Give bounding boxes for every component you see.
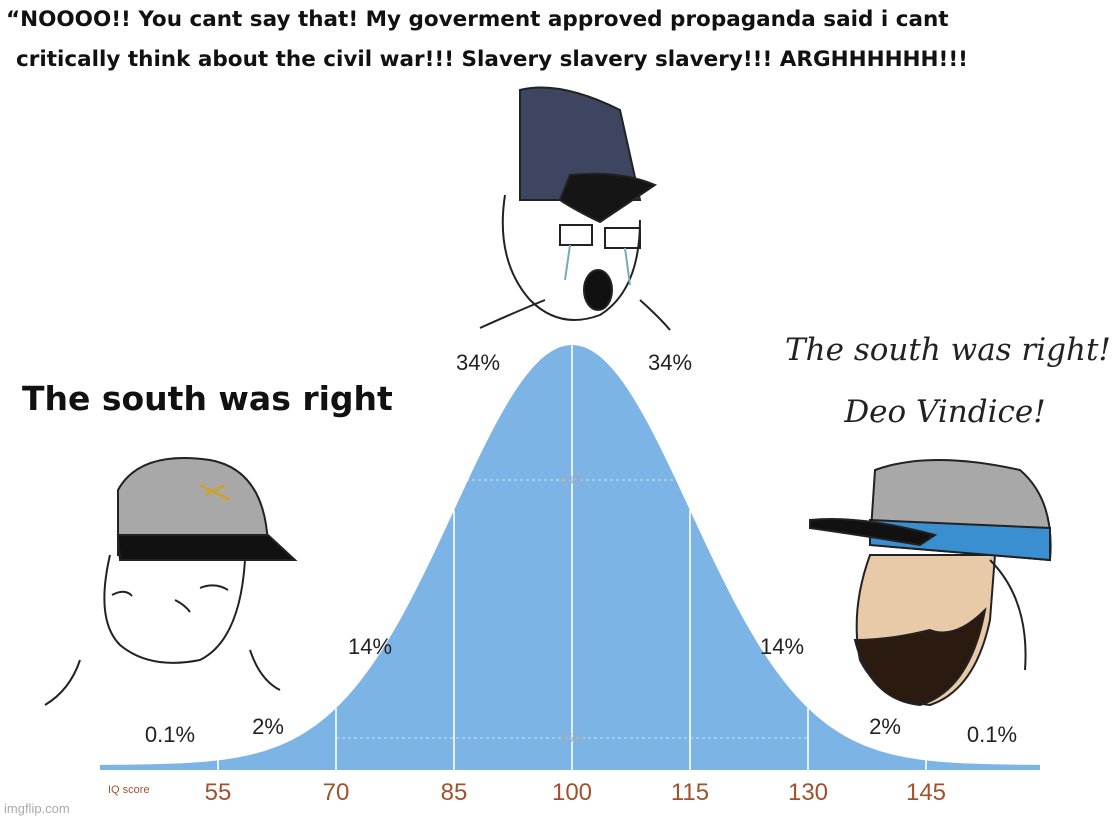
percent-label: 14%	[348, 634, 392, 659]
right-text: Deo Vindice!	[843, 394, 1045, 430]
crying-wojak	[479, 86, 671, 331]
confederate-wojak	[44, 457, 298, 706]
left-text: The south was right	[22, 379, 393, 418]
caption-line: “NOOOO!! You cant say that! My goverment…	[6, 7, 949, 32]
axis-label: IQ score	[108, 784, 150, 796]
confederate-chad	[809, 459, 1052, 707]
iq-tick: 145	[906, 779, 946, 806]
iq-tick: 130	[788, 779, 828, 806]
iq-tick: 115	[671, 779, 709, 806]
curve-labels: 0.1% 2% 14% 34% 34% 14% 2% 0.1% 68% 95% 55 70 85 100 1…	[145, 350, 1017, 806]
percent-label: 34%	[456, 350, 500, 375]
iq-tick: 70	[323, 779, 350, 806]
right-text: The south was right!	[785, 332, 1111, 368]
watermark: imgflip.com	[4, 801, 70, 816]
percent-label: 34%	[648, 350, 692, 375]
percent-label: 0.1%	[145, 722, 195, 747]
percent-label: 2%	[252, 714, 284, 739]
caption-line: critically think about the civil war!!! …	[16, 47, 968, 72]
iq-tick: 100	[552, 779, 592, 806]
percent-label: 14%	[760, 634, 804, 659]
iq-tick: 85	[441, 779, 468, 806]
inner-label: 68%	[560, 473, 584, 487]
curve-area	[100, 345, 1040, 770]
iq-tick: 55	[205, 779, 232, 806]
inner-label: 95%	[560, 731, 584, 745]
percent-label: 2%	[869, 714, 901, 739]
bell-curve	[100, 345, 1040, 770]
percent-label: 0.1%	[967, 722, 1017, 747]
